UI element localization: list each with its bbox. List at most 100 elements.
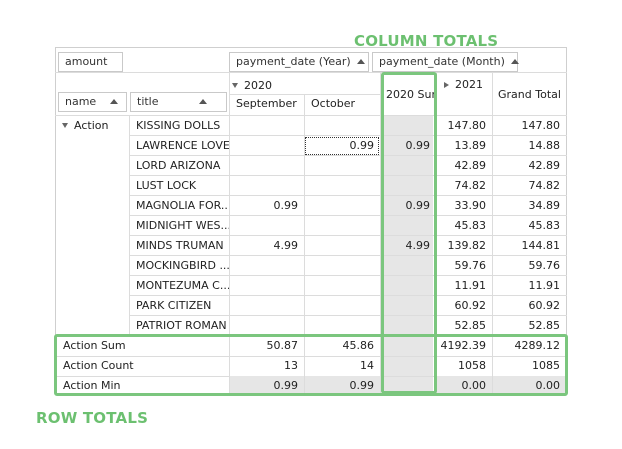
total-cell-sep[interactable]: 50.87 — [266, 339, 299, 352]
value-cell-y2021[interactable]: 147.80 — [447, 119, 487, 132]
total-row-label[interactable]: Action Count — [63, 359, 134, 372]
divider — [130, 195, 567, 196]
value-cell-total[interactable]: 144.81 — [521, 239, 561, 252]
column-field-month[interactable]: payment_date (Month) — [372, 52, 519, 72]
value-cell-oct[interactable] — [305, 296, 380, 316]
row-title-cell[interactable]: MOCKINGBIRD ... — [136, 259, 229, 272]
value-cell-oct[interactable]: 0.99 — [349, 139, 375, 152]
value-cell-sep[interactable] — [230, 216, 304, 236]
row-title-cell[interactable]: LAWRENCE LOVE — [136, 139, 229, 152]
total-row-label[interactable]: Action Sum — [63, 339, 126, 352]
value-cell-oct[interactable] — [305, 256, 380, 276]
row-title-cell[interactable]: LUST LOCK — [136, 179, 197, 192]
row-title-cell[interactable]: MAGNOLIA FOR... — [136, 199, 229, 212]
value-cell-oct[interactable] — [305, 236, 380, 256]
sort-asc-icon — [510, 59, 519, 64]
value-cell-total[interactable]: 52.85 — [528, 319, 561, 332]
column-header-2020[interactable]: 2020 — [232, 76, 302, 96]
value-cell-total[interactable]: 45.83 — [528, 219, 561, 232]
data-field-amount[interactable]: amount — [58, 52, 123, 72]
row-field-title[interactable]: title — [130, 92, 227, 112]
value-cell-sep[interactable] — [230, 136, 304, 156]
value-cell-total[interactable]: 147.80 — [521, 119, 561, 132]
value-cell-y2021[interactable]: 74.82 — [454, 179, 487, 192]
value-cell-y2021[interactable]: 13.89 — [454, 139, 487, 152]
total-cell-y2021[interactable]: 1058 — [458, 359, 486, 372]
value-cell-sep[interactable] — [230, 176, 304, 196]
value-cell-total[interactable]: 74.82 — [528, 179, 561, 192]
total-cell-total[interactable]: 4289.12 — [514, 339, 561, 352]
value-cell-y2021[interactable]: 139.82 — [447, 239, 487, 252]
row-field-name[interactable]: name — [58, 92, 127, 112]
divider — [130, 275, 567, 276]
total-cell-y2021[interactable]: 4192.39 — [440, 339, 487, 352]
expand-icon — [444, 82, 449, 88]
value-cell-oct[interactable] — [305, 176, 380, 196]
total-cell-total[interactable]: 0.00 — [493, 376, 566, 396]
column-header-2021[interactable]: 2021 — [444, 75, 494, 95]
value-cell-sep[interactable] — [230, 296, 304, 316]
sort-asc-icon — [198, 99, 207, 104]
total-cell-y2021[interactable]: 0.00 — [437, 376, 492, 396]
row-field-title-label: title — [137, 95, 159, 108]
row-title-cell[interactable]: MINDS TRUMAN — [136, 239, 224, 252]
column-header-grand-total[interactable]: Grand Total — [498, 88, 561, 101]
value-cell-y2021[interactable]: 45.83 — [454, 219, 487, 232]
total-cell-oct[interactable]: 0.99 — [305, 376, 380, 396]
row-group-action[interactable]: Action — [62, 116, 128, 136]
row-title-cell[interactable]: MIDNIGHT WES... — [136, 219, 229, 232]
column-field-year[interactable]: payment_date (Year) — [229, 52, 369, 72]
total-cell-sep[interactable]: 13 — [284, 359, 298, 372]
total-cell-oct[interactable]: 14 — [360, 359, 374, 372]
value-cell-total[interactable]: 34.89 — [528, 199, 561, 212]
value-cell-oct[interactable] — [305, 276, 380, 296]
divider — [130, 235, 567, 236]
column-field-month-label: payment_date (Month) — [379, 55, 505, 68]
divider — [55, 72, 567, 73]
row-group-label: Action — [74, 119, 109, 132]
value-cell-total[interactable]: 60.92 — [528, 299, 561, 312]
value-cell-y2021[interactable]: 59.76 — [454, 259, 487, 272]
row-title-cell[interactable]: MONTEZUMA C... — [136, 279, 229, 292]
value-cell-y2021[interactable]: 33.90 — [454, 199, 487, 212]
value-cell-sep[interactable] — [230, 316, 304, 336]
value-cell-sep[interactable] — [230, 256, 304, 276]
value-cell-sep[interactable] — [230, 276, 304, 296]
value-cell-sum2020[interactable]: 4.99 — [405, 239, 431, 252]
value-cell-y2021[interactable]: 42.89 — [454, 159, 487, 172]
value-cell-total[interactable]: 59.76 — [528, 259, 561, 272]
total-cell-total[interactable]: 1085 — [532, 359, 560, 372]
value-cell-total[interactable]: 14.88 — [528, 139, 561, 152]
value-cell-sum2020[interactable]: 0.99 — [405, 199, 431, 212]
total-cell-oct[interactable]: 45.86 — [342, 339, 375, 352]
value-cell-y2021[interactable]: 60.92 — [454, 299, 487, 312]
value-cell-total[interactable]: 42.89 — [528, 159, 561, 172]
value-cell-sep[interactable] — [230, 156, 304, 176]
value-cell-oct[interactable] — [305, 116, 380, 136]
value-cell-total[interactable]: 11.91 — [528, 279, 561, 292]
row-title-cell[interactable]: LORD ARIZONA — [136, 159, 221, 172]
value-cell-sep[interactable] — [230, 116, 304, 136]
value-cell-sep[interactable]: 4.99 — [273, 239, 299, 252]
divider — [130, 315, 567, 316]
value-cell-oct[interactable] — [305, 196, 380, 216]
row-title-cell[interactable]: PATRIOT ROMAN — [136, 319, 227, 332]
total-cell-sep[interactable]: 0.99 — [230, 376, 304, 396]
divider — [229, 72, 230, 395]
divider — [130, 175, 567, 176]
column-header-october[interactable]: October — [311, 97, 356, 110]
value-cell-y2021[interactable]: 11.91 — [454, 279, 487, 292]
value-cell-sep[interactable]: 0.99 — [273, 199, 299, 212]
value-cell-y2021[interactable]: 52.85 — [454, 319, 487, 332]
row-title-cell[interactable]: PARK CITIZEN — [136, 299, 212, 312]
value-cell-oct[interactable] — [305, 316, 380, 336]
column-header-september[interactable]: September — [236, 97, 297, 110]
value-cell-sum2020[interactable]: 0.99 — [405, 139, 431, 152]
column-header-2020-sum[interactable]: 2020 Sum — [386, 88, 435, 101]
value-cell-oct[interactable] — [305, 216, 380, 236]
row-title-cell[interactable]: KISSING DOLLS — [136, 119, 221, 132]
total-row-label[interactable]: Action Min — [63, 379, 121, 392]
value-cell-oct[interactable] — [305, 156, 380, 176]
year-2021-label: 2021 — [455, 78, 483, 91]
divider — [129, 115, 130, 335]
